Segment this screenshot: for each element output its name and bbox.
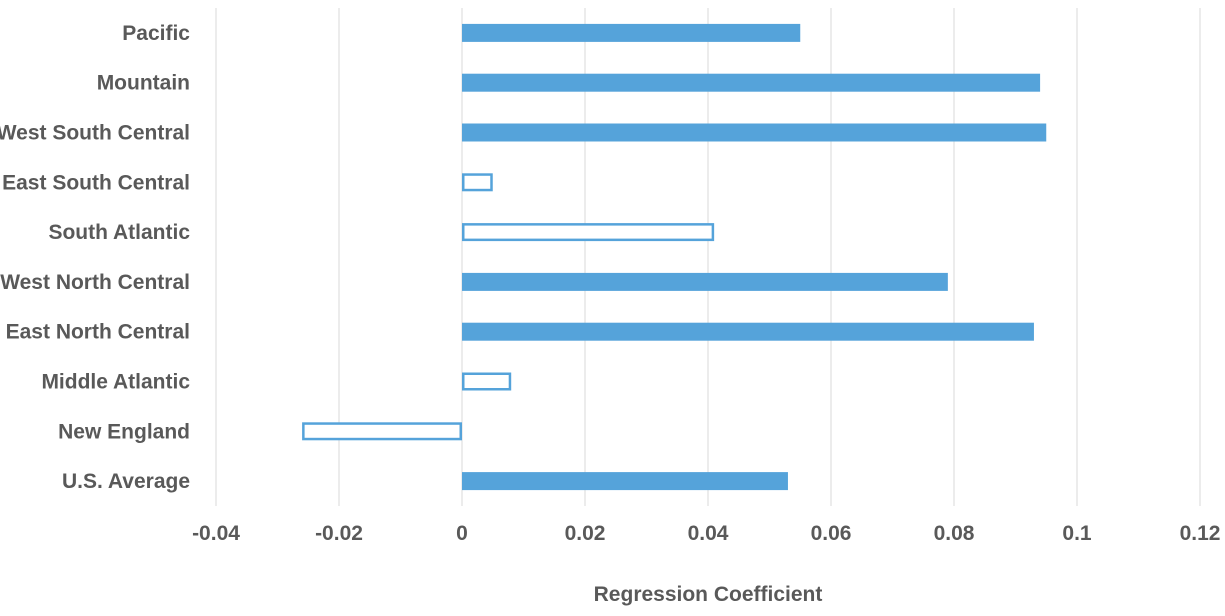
bar-east-north-central [462,322,1034,341]
bars [302,23,1047,491]
x-tick-label: 0.06 [811,522,852,545]
x-tick-label: -0.02 [315,522,363,545]
x-tick-label: 0.04 [688,522,729,545]
bar-west-south-central [462,123,1047,142]
x-tick-label: 0.12 [1180,522,1221,545]
category-label: East North Central [6,321,190,344]
bar-east-south-central [462,173,493,192]
category-label: East South Central [2,171,190,194]
category-label: Pacific [122,22,190,45]
category-label: New England [58,420,190,443]
x-tick-labels: -0.04 -0.02 0 0.02 0.04 0.06 0.08 0.1 0.12 [192,522,1220,545]
x-axis-title: Regression Coefficient [594,583,823,606]
bar-south-atlantic [462,223,715,242]
category-labels: Pacific Mountain West South Central East So… [0,22,190,493]
category-label: Mountain [97,72,190,95]
bar-new-england [302,422,462,441]
bar-pacific [462,23,801,42]
bar-u-s-average [462,472,788,491]
x-tick-label: 0.02 [565,522,606,545]
category-label: Middle Atlantic [41,371,190,394]
x-tick-label: 0 [456,522,468,545]
x-tick-label: -0.04 [192,522,240,545]
category-label: South Atlantic [48,221,190,244]
bar-mountain [462,73,1041,92]
x-tick-label: 0.1 [1062,522,1092,545]
bar-middle-atlantic [462,372,512,391]
category-label: West North Central [0,271,190,294]
category-label: West South Central [0,122,190,145]
category-label: U.S. Average [62,470,190,493]
x-tick-label: 0.08 [934,522,975,545]
bar-west-north-central [462,272,948,291]
